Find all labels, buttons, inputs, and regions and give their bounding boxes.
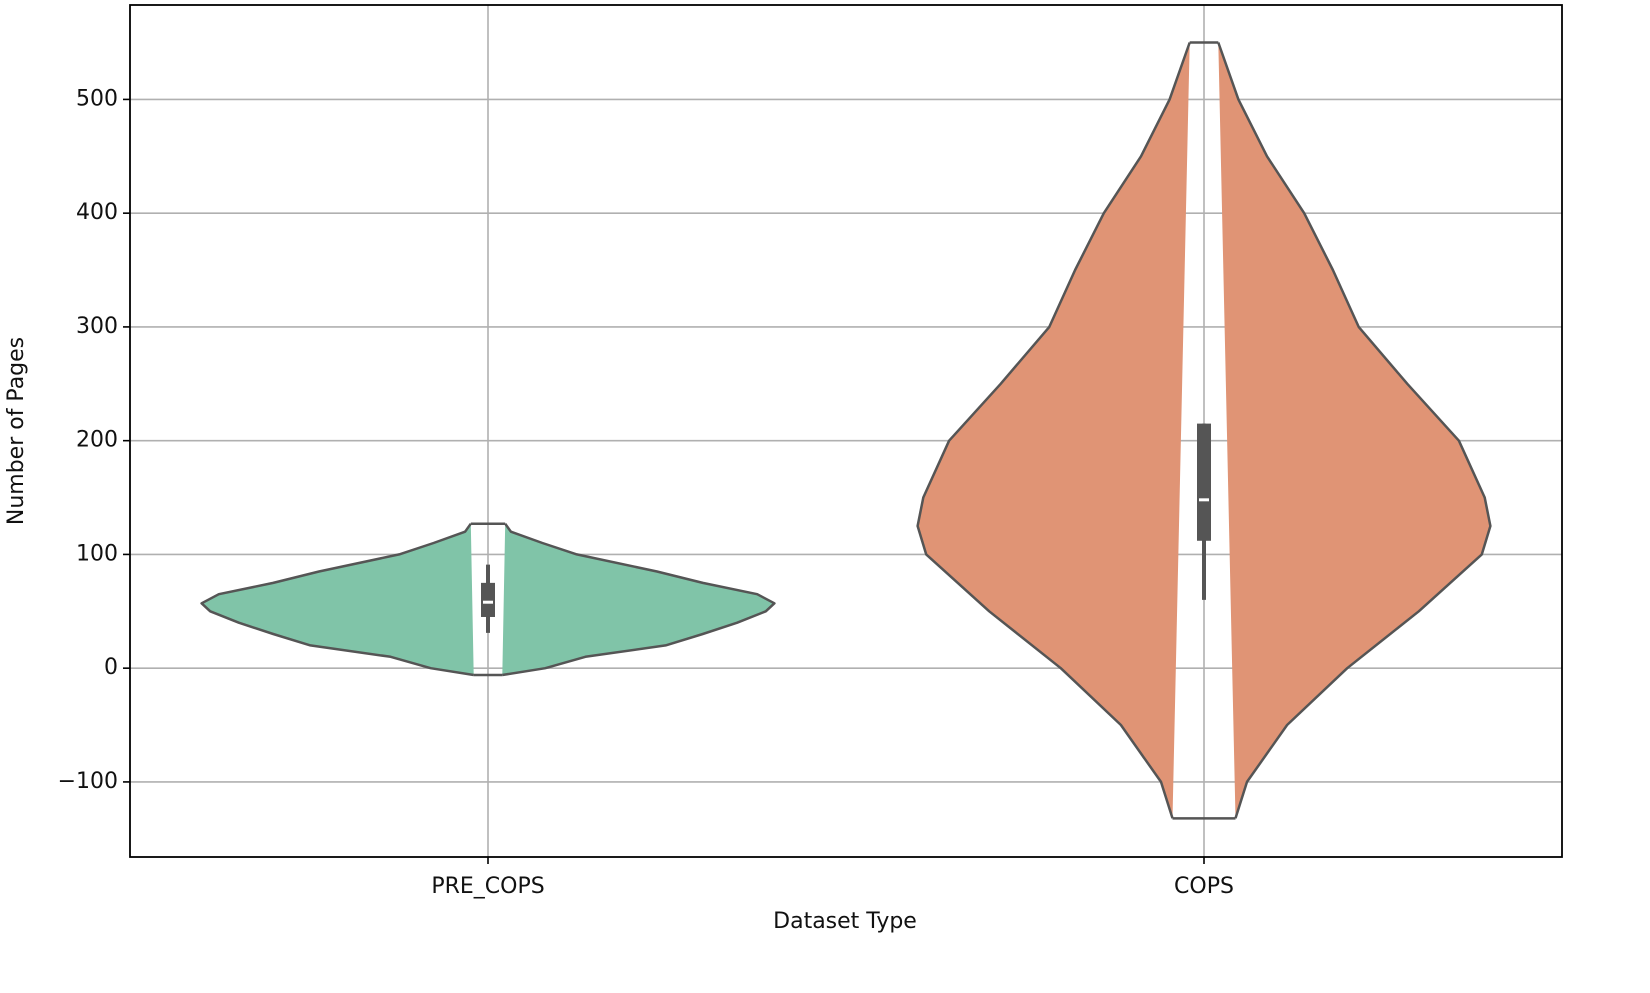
y-tick-label: −100 [58, 769, 118, 794]
iqr-box [1197, 423, 1211, 541]
y-tick-label: 400 [76, 200, 118, 225]
median [483, 600, 493, 604]
violin-half [1217, 42, 1492, 819]
y-tick-label: 500 [76, 86, 118, 111]
y-tick-label: 100 [76, 541, 118, 566]
violin-half [200, 522, 474, 677]
x-tick-label: PRE_COPS [431, 874, 544, 899]
plot-frame [129, 4, 1563, 858]
y-tick-label: 0 [104, 655, 118, 680]
x-tick-label: COPS [1174, 874, 1234, 899]
violin-half [916, 42, 1191, 819]
violin-half [502, 522, 776, 677]
y-axis-title: Number of Pages [4, 337, 29, 525]
y-tick-label: 200 [76, 428, 118, 453]
iqr-box [481, 582, 495, 617]
median [1199, 498, 1209, 502]
y-tick-label: 300 [76, 314, 118, 339]
x-axis-title: Dataset Type [773, 909, 917, 934]
